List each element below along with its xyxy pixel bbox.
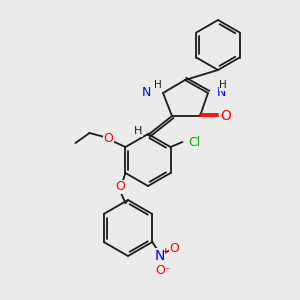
Text: O: O (169, 242, 179, 254)
Text: O: O (103, 131, 113, 145)
Text: O: O (220, 109, 231, 123)
Text: ⁻: ⁻ (165, 266, 170, 276)
Text: H: H (154, 80, 162, 90)
Text: N: N (155, 249, 165, 263)
Text: N: N (142, 85, 151, 98)
Text: O: O (155, 265, 165, 278)
Text: H: H (219, 80, 227, 90)
Text: H: H (134, 126, 142, 136)
Text: +: + (161, 247, 169, 256)
Text: Cl: Cl (188, 136, 201, 148)
Text: N: N (217, 85, 226, 98)
Text: O: O (116, 181, 125, 194)
